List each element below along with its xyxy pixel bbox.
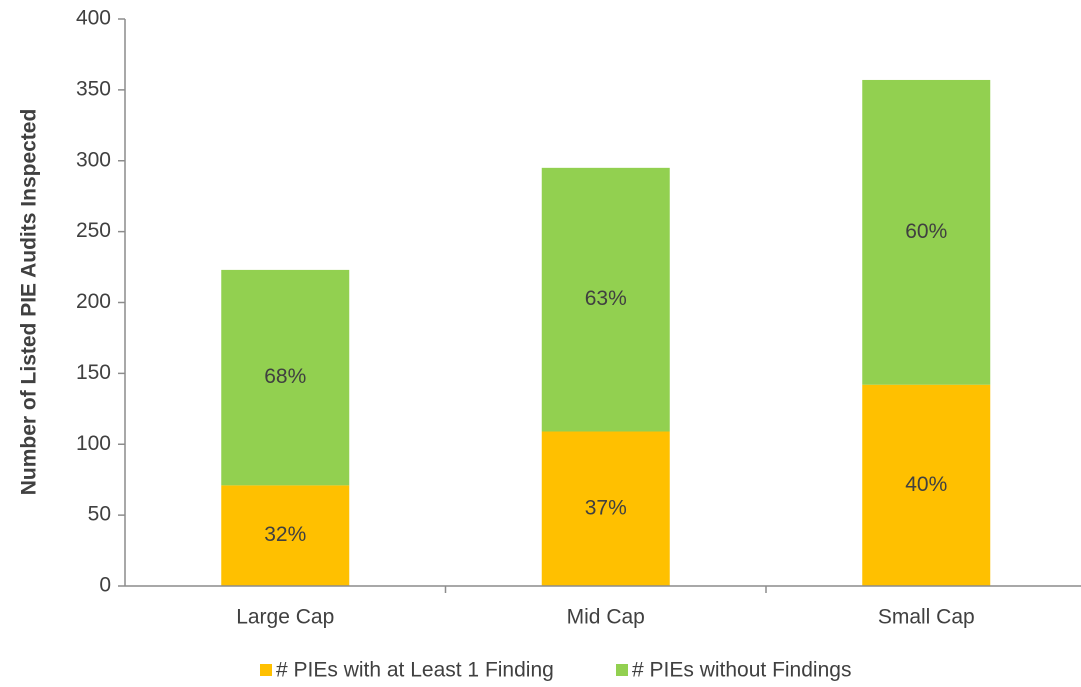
legend-label: # PIEs without Findings bbox=[632, 659, 851, 682]
data-label: 32% bbox=[264, 523, 306, 546]
data-label: 68% bbox=[264, 365, 306, 388]
x-tick-label: Mid Cap bbox=[567, 606, 645, 629]
bar-segment bbox=[862, 79, 991, 385]
y-tick-label: 350 bbox=[76, 77, 111, 100]
bar-segment bbox=[221, 269, 350, 486]
y-tick-label: 300 bbox=[76, 148, 111, 171]
x-tick-label: Large Cap bbox=[236, 606, 334, 629]
legend-swatch bbox=[616, 664, 628, 676]
bar-segment bbox=[221, 485, 350, 586]
y-tick-label: 200 bbox=[76, 290, 111, 313]
bar-segment bbox=[541, 431, 670, 586]
data-label: 63% bbox=[585, 287, 627, 310]
y-tick-label: 0 bbox=[99, 574, 111, 597]
y-tick-label: 100 bbox=[76, 432, 111, 455]
data-label: 40% bbox=[905, 473, 947, 496]
bar-segment bbox=[541, 167, 670, 432]
bar-segment bbox=[862, 384, 991, 586]
y-tick-label: 250 bbox=[76, 219, 111, 242]
data-label: 60% bbox=[905, 220, 947, 243]
y-axis-label: Number of Listed PIE Audits Inspected bbox=[18, 109, 41, 496]
y-tick-label: 400 bbox=[76, 7, 111, 30]
y-tick-label: 150 bbox=[76, 361, 111, 384]
x-tick-label: Small Cap bbox=[878, 606, 975, 629]
y-tick-label: 50 bbox=[88, 503, 111, 526]
data-label: 37% bbox=[585, 496, 627, 519]
legend-swatch bbox=[260, 664, 272, 676]
legend-label: # PIEs with at Least 1 Finding bbox=[276, 659, 554, 682]
